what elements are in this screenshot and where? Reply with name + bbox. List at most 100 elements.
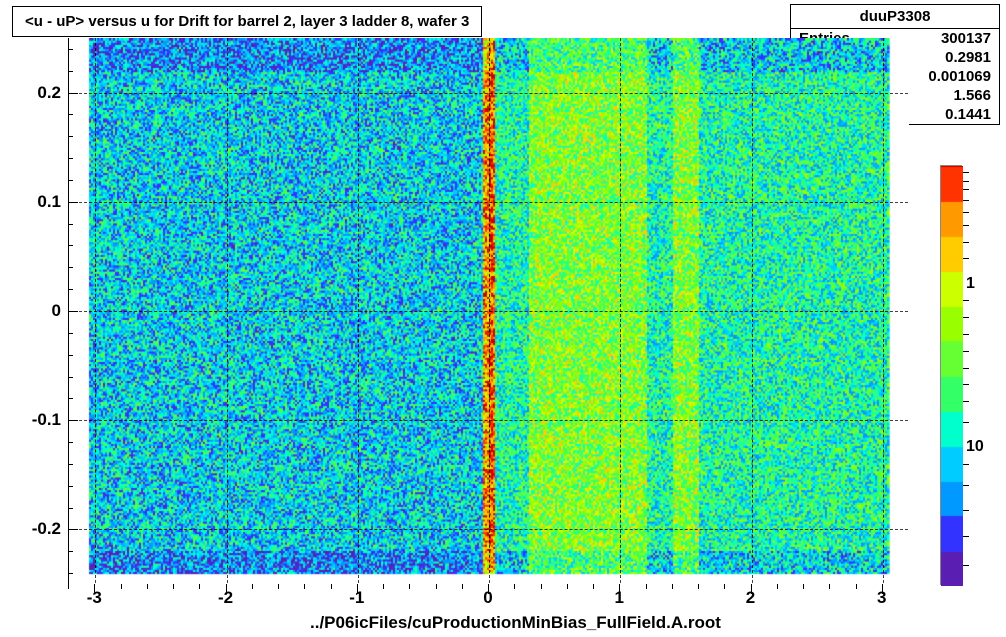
file-path-label: ../P06icFiles/cuProductionMinBias_FullFi…: [310, 613, 721, 633]
y-tick-mark-minor: [68, 224, 73, 225]
y-tick-mark: [68, 202, 78, 203]
stats-value: 0.001069: [928, 68, 991, 85]
y-tick-mark-minor: [68, 573, 73, 574]
x-tick-mark: [226, 584, 227, 594]
colorbar-tick-mark: [963, 172, 969, 173]
colorbar-tick-mark: [963, 464, 969, 465]
x-tick-mark-minor: [777, 584, 778, 589]
colorbar-tick-mark: [963, 242, 969, 243]
x-tick-mark-minor: [829, 584, 830, 589]
y-tick-mark-minor: [68, 398, 73, 399]
x-tick-mark: [488, 584, 489, 594]
colorbar-tick-mark: [963, 384, 969, 385]
y-tick-mark-minor: [68, 508, 73, 509]
colorbar-tick-mark: [963, 510, 969, 511]
y-tick-mark-minor: [68, 245, 73, 246]
colorbar-tick-mark: [963, 565, 969, 566]
stats-value: 300137: [941, 30, 991, 47]
colorbar-tick-mark: [963, 300, 969, 301]
colorbar-tick-mark: [963, 189, 969, 190]
x-tick-mark-minor: [462, 584, 463, 589]
x-tick-mark-minor: [331, 584, 332, 589]
colorbar-tick-mark: [963, 225, 969, 226]
x-tick-mark-minor: [68, 584, 69, 589]
y-tick-mark-minor: [68, 377, 73, 378]
x-tick-mark-minor: [541, 584, 542, 589]
y-tick-mark: [68, 529, 78, 530]
x-tick-mark-minor: [856, 584, 857, 589]
y-tick-mark-minor: [68, 158, 73, 159]
colorbar: 110: [940, 165, 962, 585]
colorbar-tick-mark: [963, 422, 969, 423]
colorbar-tick-mark: [963, 181, 969, 182]
x-tick-mark-minor: [199, 584, 200, 589]
gridline-horizontal: [69, 93, 908, 94]
y-tick-label: 0: [6, 301, 61, 321]
x-tick-mark: [751, 584, 752, 594]
x-tick-mark: [94, 584, 95, 594]
x-tick-mark: [882, 584, 883, 594]
y-tick-mark: [68, 93, 78, 94]
x-tick-mark-minor: [514, 584, 515, 589]
y-tick-mark-minor: [68, 355, 73, 356]
x-tick-mark-minor: [567, 584, 568, 589]
x-tick-mark-minor: [173, 584, 174, 589]
y-tick-mark-minor: [68, 267, 73, 268]
y-tick-label: 0.1: [6, 192, 61, 212]
gridline-horizontal: [69, 529, 908, 530]
colorbar-tick-mark: [963, 368, 969, 369]
x-tick-mark-minor: [646, 584, 647, 589]
plot-area: [68, 38, 908, 584]
y-tick-mark-minor: [68, 464, 73, 465]
gridline-horizontal: [69, 311, 908, 312]
stats-value: 1.566: [953, 87, 991, 104]
colorbar-tick-mark: [963, 200, 969, 201]
x-tick-mark-minor: [698, 584, 699, 589]
y-tick-label: -0.1: [6, 410, 61, 430]
x-tick-mark-minor: [436, 584, 437, 589]
colorbar-tick-label: 1: [966, 275, 975, 293]
y-tick-mark-minor: [68, 49, 73, 50]
x-tick-mark-minor: [304, 584, 305, 589]
y-tick-label: -0.2: [6, 519, 61, 539]
stats-name: duuP3308: [791, 5, 999, 29]
colorbar-tick-mark: [963, 401, 969, 402]
colorbar-tick-mark: [963, 485, 969, 486]
x-tick-mark-minor: [278, 584, 279, 589]
colorbar-canvas: [941, 166, 963, 586]
colorbar-tick-mark: [963, 334, 969, 335]
colorbar-tick-mark: [963, 317, 969, 318]
x-tick-mark-minor: [121, 584, 122, 589]
y-tick-mark-minor: [68, 71, 73, 72]
x-tick-mark-minor: [803, 584, 804, 589]
colorbar-tick-mark: [963, 212, 969, 213]
x-tick-mark-minor: [593, 584, 594, 589]
y-tick-mark: [68, 311, 78, 312]
colorbar-tick-mark: [963, 258, 969, 259]
colorbar-tick-mark: [963, 536, 969, 537]
y-tick-mark-minor: [68, 180, 73, 181]
chart-title: <u - uP> versus u for Drift for barrel 2…: [25, 13, 469, 30]
y-tick-label: 0.2: [6, 83, 61, 103]
y-tick-mark-minor: [68, 333, 73, 334]
colorbar-tick-label: 10: [966, 438, 984, 456]
y-tick-mark-minor: [68, 136, 73, 137]
x-tick-mark-minor: [383, 584, 384, 589]
colorbar-tick-mark: [963, 351, 969, 352]
x-tick-mark-minor: [672, 584, 673, 589]
y-tick-mark: [68, 420, 78, 421]
x-tick-mark-minor: [147, 584, 148, 589]
stats-value: 0.2981: [945, 49, 991, 66]
gridline-horizontal: [69, 420, 908, 421]
gridline-horizontal: [69, 202, 908, 203]
y-tick-mark-minor: [68, 289, 73, 290]
x-tick-mark-minor: [724, 584, 725, 589]
x-tick-mark-minor: [409, 584, 410, 589]
chart-title-box: <u - uP> versus u for Drift for barrel 2…: [12, 6, 482, 37]
y-tick-mark-minor: [68, 551, 73, 552]
x-tick-mark: [619, 584, 620, 594]
y-tick-mark-minor: [68, 114, 73, 115]
y-tick-mark-minor: [68, 442, 73, 443]
x-tick-mark: [357, 584, 358, 594]
y-tick-mark-minor: [68, 486, 73, 487]
